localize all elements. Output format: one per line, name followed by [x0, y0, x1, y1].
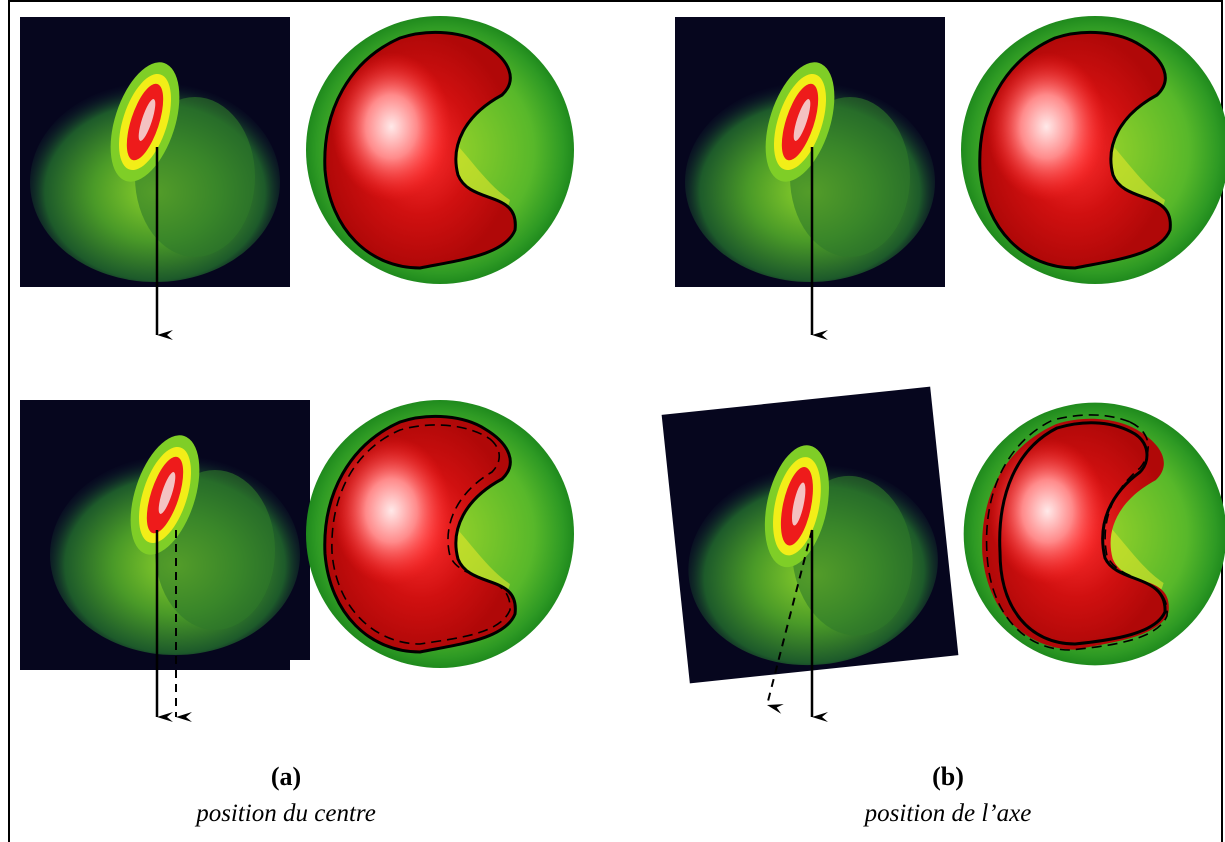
polar-map-a-top	[306, 16, 574, 284]
polar-map-b-top	[961, 16, 1225, 284]
panel-a-tag: (a)	[270, 762, 302, 791]
axis-arrow-b-bottom-dashed	[766, 529, 813, 714]
contour-dashed	[985, 414, 1168, 651]
contour-solid	[323, 30, 517, 270]
polar-map-a-bottom	[306, 400, 574, 668]
panel-b-tag: (b)	[932, 762, 964, 791]
contour-solid	[323, 414, 517, 654]
spect-image-a-bottom	[20, 390, 310, 670]
figure-frame	[8, 0, 1223, 842]
spect-image-a-top	[20, 17, 290, 287]
polar-map-b-bottom	[963, 402, 1225, 666]
panel-a-caption: position du centre	[196, 800, 376, 827]
contour-solid	[978, 30, 1172, 270]
panel-b-caption: position de l’axe	[864, 800, 1032, 827]
spect-image-b-top	[675, 17, 945, 287]
